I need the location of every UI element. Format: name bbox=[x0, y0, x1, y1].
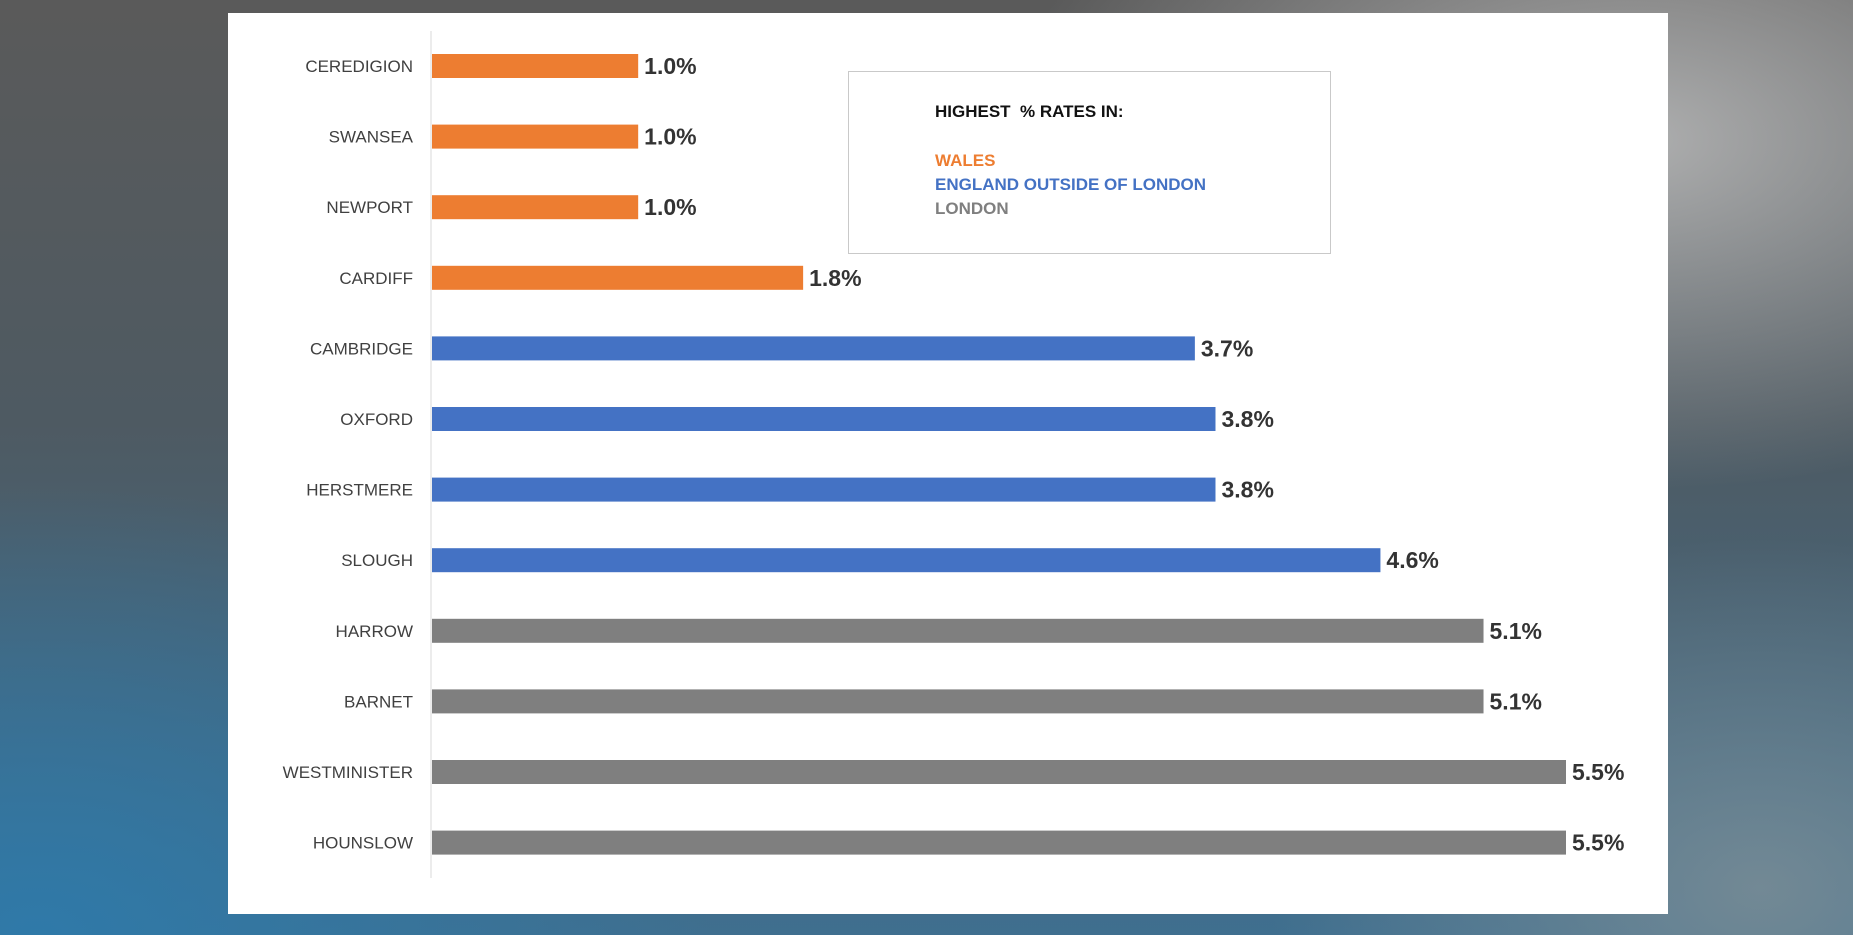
category-label-ceredigion: CEREDIGION bbox=[305, 57, 413, 76]
category-label-barnet: BARNET bbox=[344, 692, 413, 711]
category-label-herstmere: HERSTMERE bbox=[306, 481, 413, 500]
value-label-cardiff: 1.8% bbox=[809, 265, 861, 291]
category-label-westminister: WESTMINISTER bbox=[283, 763, 413, 782]
bar-barnet bbox=[432, 689, 1484, 714]
chart-panel: CEREDIGION 1.0% SWANSEA 1.0% NEWPORT 1.0% CARD… bbox=[228, 13, 1668, 914]
category-label-harrow: HARROW bbox=[336, 622, 413, 641]
value-label-hounslow: 5.5% bbox=[1572, 830, 1624, 856]
bar-swansea bbox=[432, 124, 639, 149]
legend-title: HIGHEST % RATES IN: bbox=[935, 102, 1124, 121]
legend-item-wales: WALES bbox=[935, 151, 996, 170]
bar-westminister bbox=[432, 760, 1566, 784]
value-label-cambridge: 3.7% bbox=[1201, 335, 1253, 361]
category-label-oxford: OXFORD bbox=[340, 410, 413, 429]
bar-cambridge bbox=[432, 336, 1195, 361]
bar-hounslow bbox=[432, 830, 1566, 855]
bar-chart: CEREDIGION 1.0% SWANSEA 1.0% NEWPORT 1.0% CARD… bbox=[283, 31, 1624, 878]
legend-box: HIGHEST % RATES IN: WALES ENGLAND OUTSID… bbox=[848, 71, 1331, 254]
category-label-hounslow: HOUNSLOW bbox=[313, 834, 413, 853]
legend-item-england-outside-london: ENGLAND OUTSIDE OF LONDON bbox=[935, 175, 1207, 194]
bar-newport bbox=[432, 195, 639, 220]
category-label-newport: NEWPORT bbox=[326, 198, 413, 217]
bar-harrow bbox=[432, 618, 1484, 643]
bar-slough bbox=[432, 548, 1381, 573]
value-label-barnet: 5.1% bbox=[1490, 688, 1542, 714]
value-label-westminister: 5.5% bbox=[1572, 759, 1624, 785]
value-label-newport: 1.0% bbox=[644, 194, 696, 220]
bar-cardiff bbox=[432, 265, 804, 290]
category-label-slough: SLOUGH bbox=[341, 551, 413, 570]
bar-oxford bbox=[432, 407, 1216, 431]
value-label-oxford: 3.8% bbox=[1221, 406, 1273, 432]
value-label-herstmere: 3.8% bbox=[1221, 477, 1273, 503]
bar-herstmere bbox=[432, 477, 1216, 502]
bar-ceredigion bbox=[432, 54, 639, 78]
value-label-slough: 4.6% bbox=[1386, 547, 1438, 573]
category-label-cardiff: CARDIFF bbox=[339, 269, 413, 288]
category-label-cambridge: CAMBRIDGE bbox=[310, 339, 413, 358]
category-label-swansea: SWANSEA bbox=[329, 128, 414, 147]
value-label-swansea: 1.0% bbox=[644, 124, 696, 150]
value-label-harrow: 5.1% bbox=[1490, 618, 1542, 644]
value-label-ceredigion: 1.0% bbox=[644, 53, 696, 79]
legend-item-london: LONDON bbox=[935, 199, 1009, 218]
